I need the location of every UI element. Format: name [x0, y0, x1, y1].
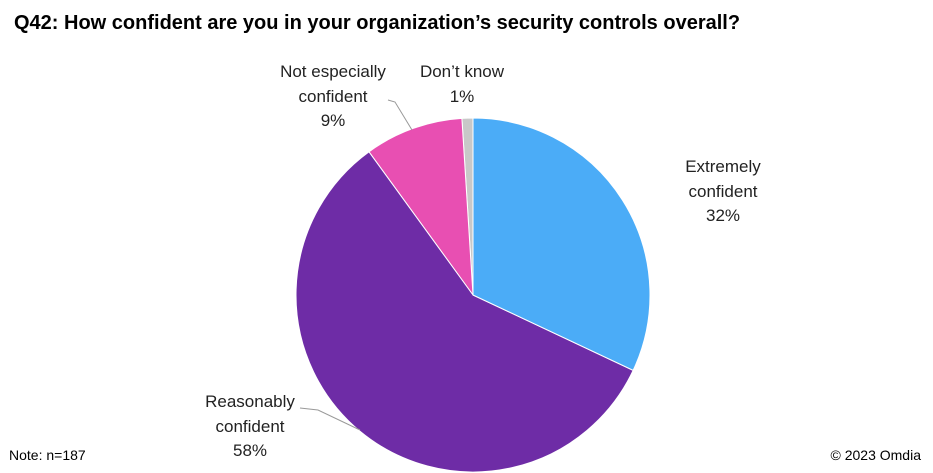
category-label: Reasonably confident: [205, 392, 295, 436]
pie-slice: [368, 117, 474, 297]
category-label: Don’t know: [419, 62, 505, 81]
slice-label: Not especially confident 9%: [268, 60, 398, 134]
slice-label: Extremely confident 32%: [658, 155, 788, 229]
source: © 2023 Omdia: [830, 447, 921, 463]
category-label: Extremely confident: [685, 157, 761, 201]
leader-line: [299, 407, 361, 431]
value-label: 58%: [232, 441, 268, 460]
chart-title: Q42: How confident are you in your organ…: [14, 12, 741, 34]
value-label: 9%: [320, 111, 346, 130]
pie-slice: [472, 117, 651, 372]
slice-label: Don’t know 1%: [402, 60, 522, 109]
value-label: 32%: [705, 206, 741, 225]
category-label: Not especially confident: [280, 62, 386, 106]
note: Note: n=187: [9, 447, 86, 463]
slice-label: Reasonably confident 58%: [185, 390, 315, 464]
value-label: 1%: [449, 86, 475, 106]
pie-slice: [295, 151, 634, 473]
leader-line: [387, 99, 413, 131]
